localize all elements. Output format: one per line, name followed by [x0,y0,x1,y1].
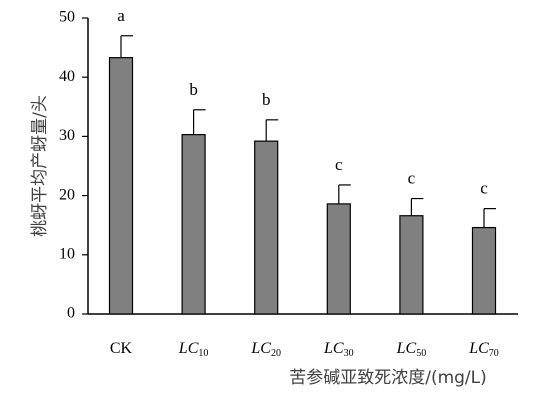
bar [471,226,497,315]
bar [399,215,424,315]
significance-label: c [335,155,343,174]
y-axis-title: 桃蚜平均产蚜量/头 [30,95,50,237]
x-tick-label: LC70 [468,340,499,359]
x-tick-label: LC20 [250,340,281,359]
bar [254,140,279,315]
bars: a b b c c c [108,6,497,315]
y-tick-label: 40 [59,68,75,85]
axes [87,18,518,315]
y-tick-label: 20 [59,186,75,203]
significance-label: b [262,90,271,109]
bar [108,57,134,315]
significance-label: c [480,179,488,198]
significance-label: a [117,6,125,25]
x-tick-label: LC10 [178,340,209,359]
bar [326,203,351,315]
y-tick-label: 0 [67,305,75,322]
bar [181,134,206,315]
y-tick-label: 50 [59,9,75,26]
significance-label: c [408,169,416,188]
y-tick-label: 30 [59,127,75,144]
x-tick-label: CK [110,340,133,357]
y-ticks: 0 10 20 30 40 50 [59,9,88,322]
significance-label: b [189,80,198,99]
x-tick-label: LC30 [323,340,354,359]
x-tick-label: LC50 [396,340,427,359]
x-tick-labels: CK LC10 LC20 LC30 LC50 LC70 [110,340,499,359]
x-axis-title: 苦参碱亚致死浓度/(mg/L) [289,368,487,388]
y-tick-label: 10 [59,245,75,262]
